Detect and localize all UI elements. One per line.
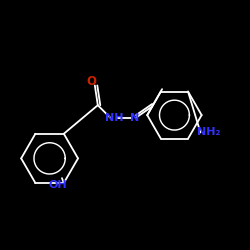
Text: N: N: [130, 113, 139, 123]
Text: OH: OH: [48, 180, 67, 190]
Text: NH₂: NH₂: [197, 127, 220, 137]
Text: O: O: [86, 75, 96, 88]
Text: NH: NH: [104, 113, 123, 123]
